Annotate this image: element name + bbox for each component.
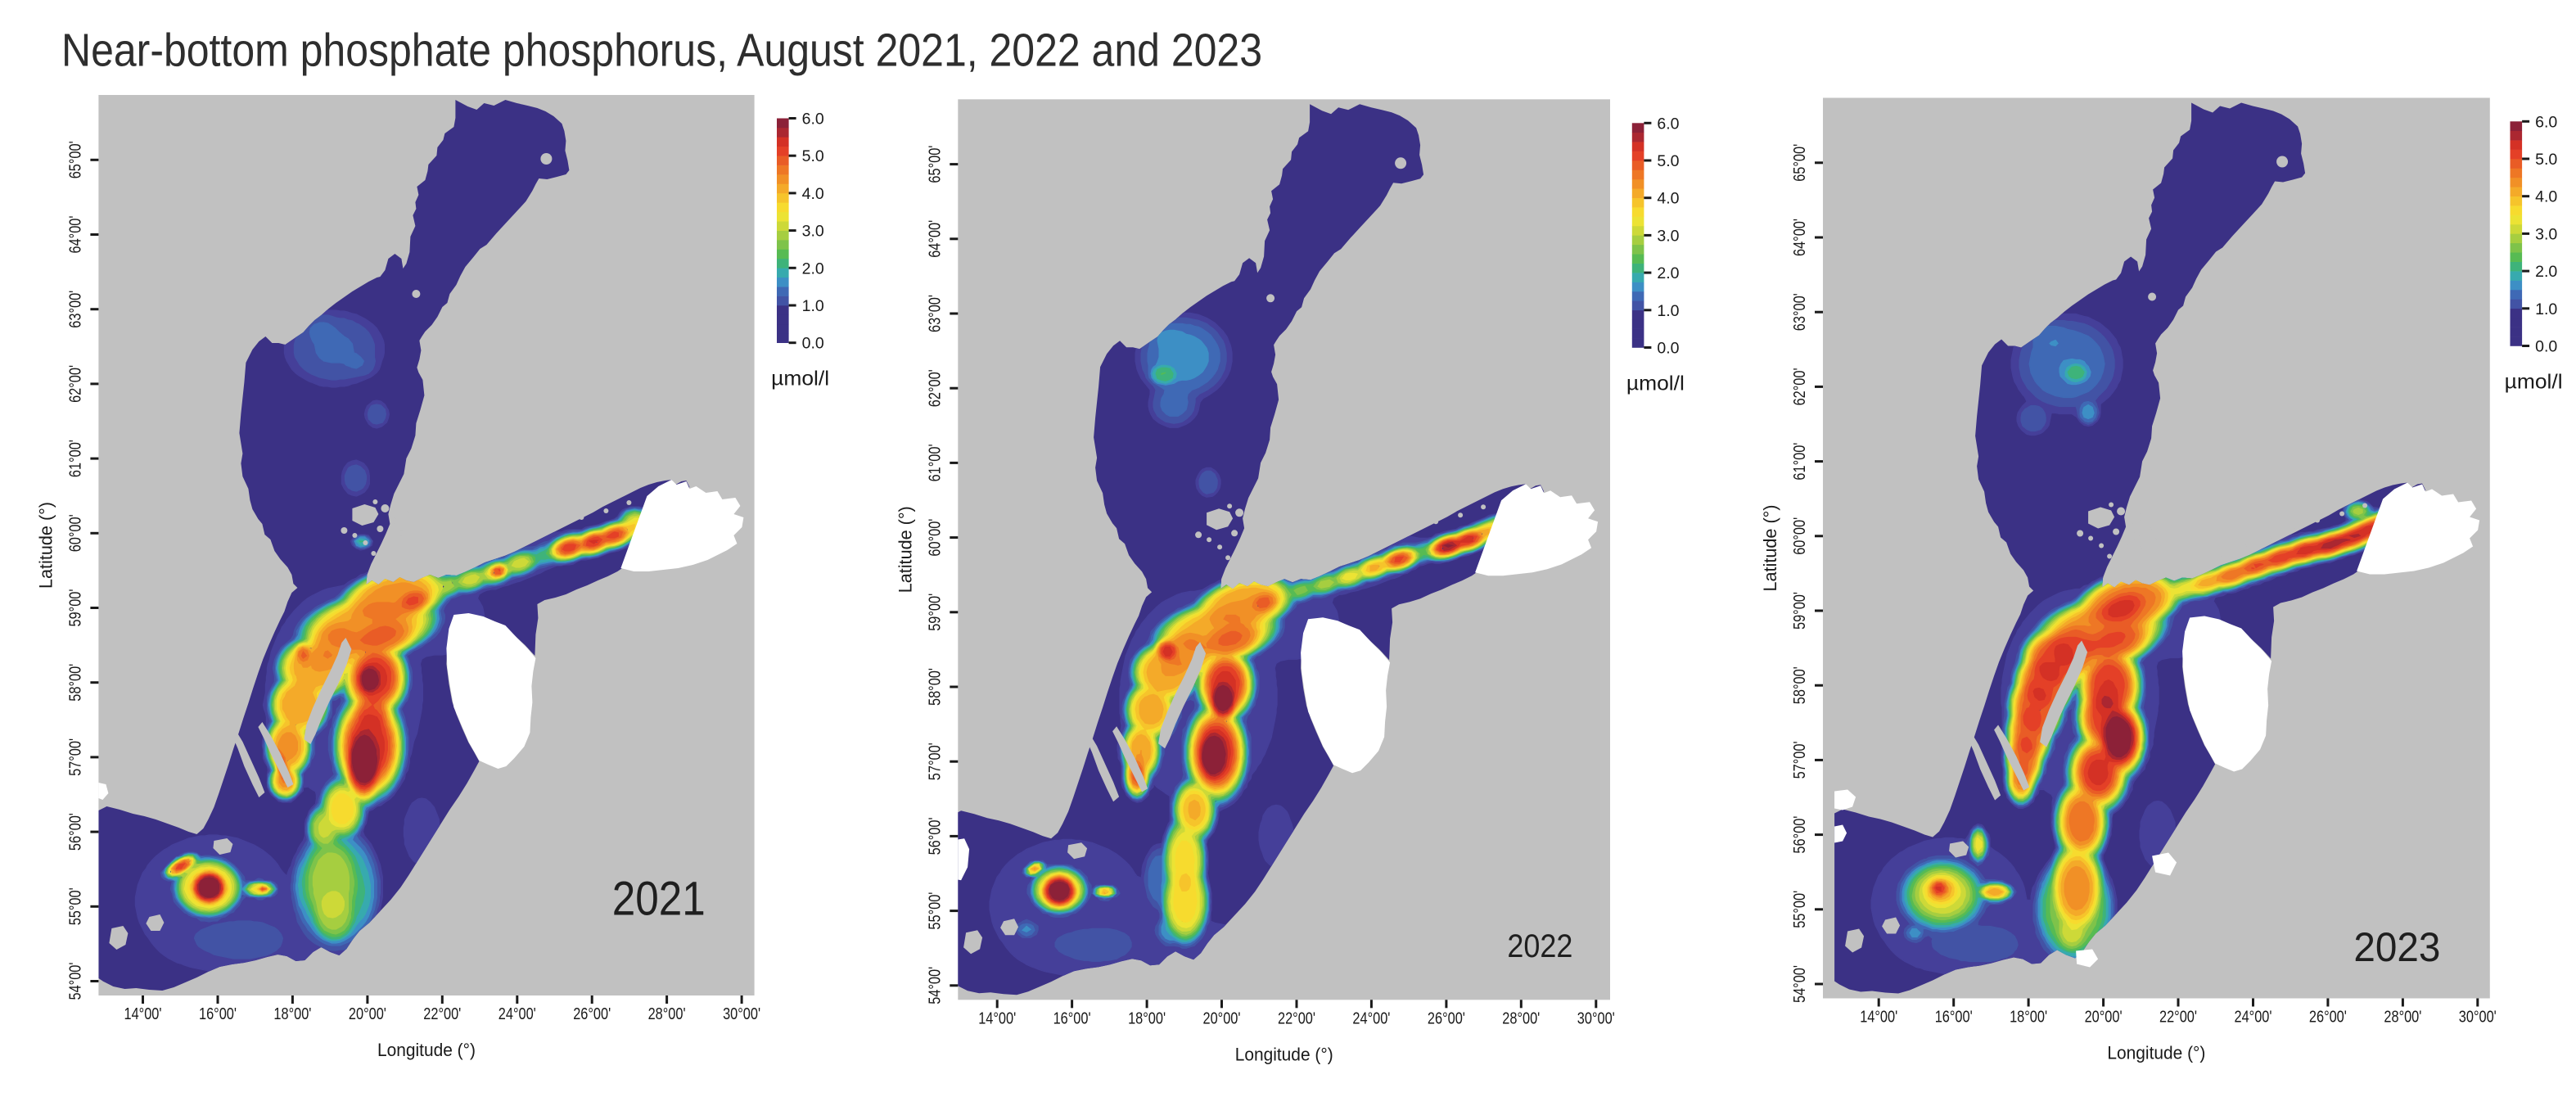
svg-text:60°00': 60°00' <box>925 519 944 557</box>
svg-text:Longitude (°): Longitude (°) <box>2107 1043 2205 1063</box>
svg-text:60°00': 60°00' <box>65 514 84 552</box>
svg-text:62°00': 62°00' <box>65 365 84 403</box>
svg-text:18°00': 18°00' <box>2010 1008 2047 1027</box>
svg-text:µmol/l: µmol/l <box>771 368 829 390</box>
svg-text:0.0: 0.0 <box>2535 338 2557 356</box>
svg-text:Near-bottom phosphate phosphor: Near-bottom phosphate phosphorus, August… <box>61 25 1262 77</box>
svg-text:20°00': 20°00' <box>2085 1008 2123 1027</box>
svg-text:57°00': 57°00' <box>1790 741 1809 779</box>
svg-text:61°00': 61°00' <box>65 440 84 477</box>
svg-text:62°00': 62°00' <box>1790 368 1809 405</box>
svg-text:30°00': 30°00' <box>1577 1009 1615 1027</box>
svg-text:3.0: 3.0 <box>2535 225 2557 243</box>
svg-text:58°00': 58°00' <box>1790 666 1809 704</box>
svg-text:57°00': 57°00' <box>65 738 84 776</box>
svg-text:24°00': 24°00' <box>499 1004 536 1023</box>
svg-text:24°00': 24°00' <box>2235 1008 2272 1027</box>
svg-text:61°00': 61°00' <box>1790 443 1809 481</box>
svg-text:65°00': 65°00' <box>65 141 84 178</box>
svg-text:Longitude (°): Longitude (°) <box>1235 1044 1333 1064</box>
svg-text:24°00': 24°00' <box>1352 1009 1390 1027</box>
svg-text:59°00': 59°00' <box>1790 592 1809 630</box>
svg-text:16°00': 16°00' <box>199 1004 237 1023</box>
svg-text:µmol/l: µmol/l <box>2505 371 2563 394</box>
svg-text:2.0: 2.0 <box>802 260 824 278</box>
svg-text:20°00': 20°00' <box>349 1004 386 1023</box>
svg-text:65°00': 65°00' <box>1790 144 1809 182</box>
svg-text:63°00': 63°00' <box>1790 293 1809 331</box>
svg-text:Latitude (°): Latitude (°) <box>35 502 56 589</box>
svg-text:5.0: 5.0 <box>1657 152 1679 170</box>
svg-text:30°00': 30°00' <box>2459 1008 2497 1027</box>
svg-text:56°00': 56°00' <box>1790 816 1809 854</box>
svg-text:56°00': 56°00' <box>925 817 944 855</box>
svg-text:59°00': 59°00' <box>65 589 84 627</box>
svg-text:65°00': 65°00' <box>925 146 944 183</box>
svg-text:µmol/l: µmol/l <box>1626 372 1685 395</box>
svg-text:14°00': 14°00' <box>978 1009 1016 1027</box>
svg-text:54°00': 54°00' <box>65 963 84 1000</box>
svg-text:54°00': 54°00' <box>925 967 944 1004</box>
svg-text:26°00': 26°00' <box>2309 1008 2347 1027</box>
svg-text:55°00': 55°00' <box>925 892 944 930</box>
svg-text:59°00': 59°00' <box>925 594 944 631</box>
svg-text:1.0: 1.0 <box>802 297 824 315</box>
svg-text:26°00': 26°00' <box>573 1004 611 1023</box>
svg-text:26°00': 26°00' <box>1428 1009 1465 1027</box>
svg-text:57°00': 57°00' <box>925 743 944 780</box>
svg-text:62°00': 62°00' <box>925 369 944 407</box>
svg-text:2021: 2021 <box>612 872 706 925</box>
svg-text:22°00': 22°00' <box>1278 1009 1315 1027</box>
svg-text:63°00': 63°00' <box>65 291 84 328</box>
svg-text:0.0: 0.0 <box>802 335 824 353</box>
svg-text:64°00': 64°00' <box>1790 219 1809 256</box>
svg-text:2.0: 2.0 <box>2535 263 2557 281</box>
svg-text:14°00': 14°00' <box>1860 1008 1897 1027</box>
svg-text:22°00': 22°00' <box>2159 1008 2197 1027</box>
svg-text:Latitude (°): Latitude (°) <box>895 506 915 593</box>
svg-text:22°00': 22°00' <box>423 1004 461 1023</box>
svg-text:4.0: 4.0 <box>2535 188 2557 206</box>
svg-text:55°00': 55°00' <box>65 887 84 925</box>
svg-text:14°00': 14°00' <box>124 1004 162 1023</box>
svg-text:5.0: 5.0 <box>2535 151 2557 169</box>
svg-text:64°00': 64°00' <box>925 220 944 258</box>
svg-text:1.0: 1.0 <box>2535 300 2557 318</box>
svg-text:61°00': 61°00' <box>925 444 944 481</box>
svg-text:16°00': 16°00' <box>1053 1009 1091 1027</box>
svg-text:4.0: 4.0 <box>1657 190 1679 208</box>
svg-text:64°00': 64°00' <box>65 216 84 254</box>
svg-text:2022: 2022 <box>1507 928 1572 964</box>
svg-text:16°00': 16°00' <box>1935 1008 1973 1027</box>
svg-text:2023: 2023 <box>2353 924 2440 970</box>
svg-text:3.0: 3.0 <box>802 223 824 241</box>
svg-text:18°00': 18°00' <box>1128 1009 1166 1027</box>
svg-text:3.0: 3.0 <box>1657 227 1679 245</box>
svg-text:6.0: 6.0 <box>802 111 824 129</box>
svg-text:63°00': 63°00' <box>925 295 944 332</box>
svg-text:4.0: 4.0 <box>802 185 824 203</box>
svg-text:54°00': 54°00' <box>1790 965 1809 1003</box>
svg-text:55°00': 55°00' <box>1790 891 1809 928</box>
svg-text:58°00': 58°00' <box>65 664 84 702</box>
svg-text:28°00': 28°00' <box>2384 1008 2421 1027</box>
svg-text:Longitude (°): Longitude (°) <box>377 1040 476 1060</box>
svg-text:6.0: 6.0 <box>2535 113 2557 131</box>
svg-text:1.0: 1.0 <box>1657 302 1679 320</box>
svg-text:60°00': 60°00' <box>1790 517 1809 555</box>
svg-text:58°00': 58°00' <box>925 668 944 706</box>
svg-text:28°00': 28°00' <box>648 1004 686 1023</box>
svg-text:Latitude (°): Latitude (°) <box>1760 505 1780 592</box>
svg-text:18°00': 18°00' <box>273 1004 311 1023</box>
svg-text:0.0: 0.0 <box>1657 340 1679 358</box>
svg-text:2.0: 2.0 <box>1657 264 1679 282</box>
svg-text:6.0: 6.0 <box>1657 115 1679 133</box>
svg-text:28°00': 28°00' <box>1502 1009 1540 1027</box>
svg-text:20°00': 20°00' <box>1203 1009 1241 1027</box>
svg-text:5.0: 5.0 <box>802 147 824 165</box>
svg-text:30°00': 30°00' <box>723 1004 760 1023</box>
svg-text:56°00': 56°00' <box>65 813 84 851</box>
